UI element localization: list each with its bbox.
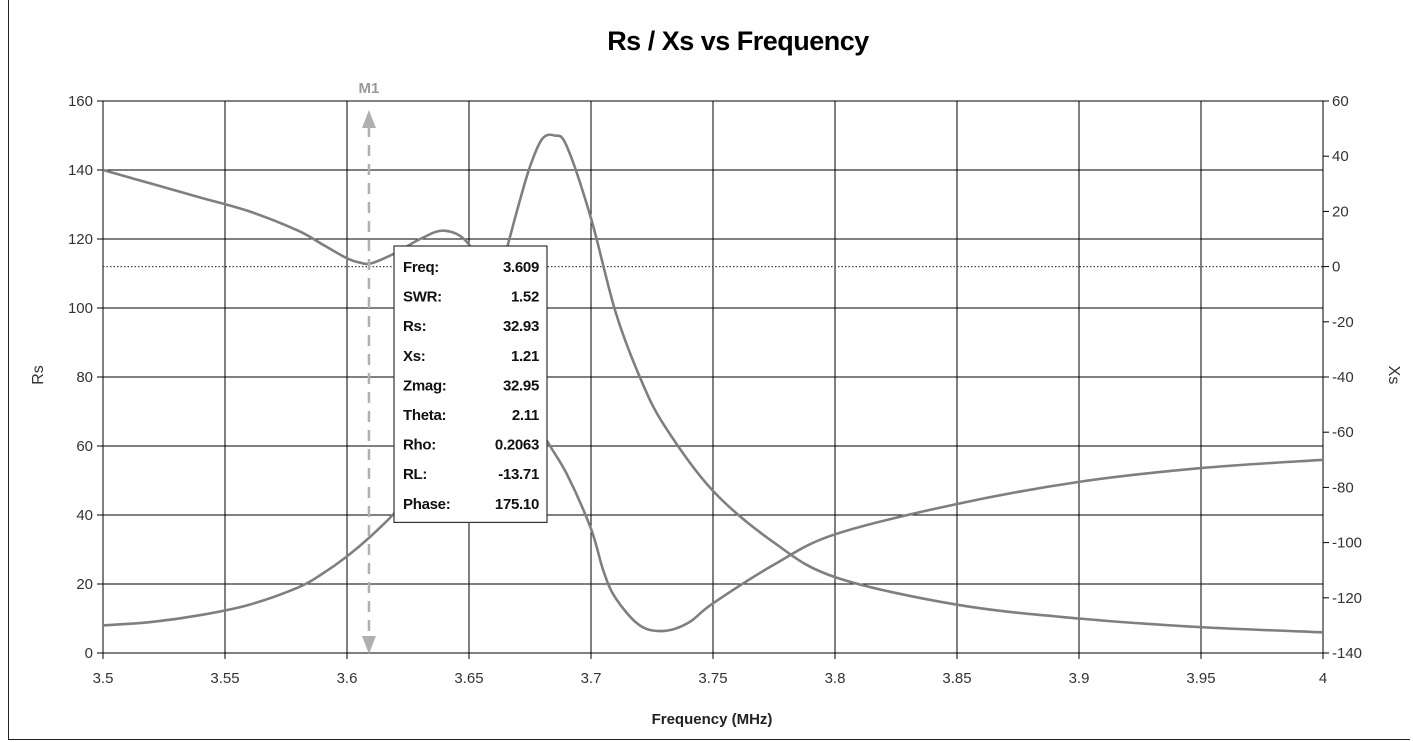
y-left-tick-label: 20 <box>76 576 93 593</box>
y-right-tick-label: 20 <box>1332 203 1349 220</box>
x-axis-label: Frequency (MHz) <box>652 711 773 728</box>
readout-label: Xs: <box>403 348 425 365</box>
x-tick-label: 3.65 <box>454 670 483 687</box>
y-axis-left-label: Rs <box>30 365 47 385</box>
x-tick-label: 3.75 <box>698 670 727 687</box>
y-right-tick-label: -140 <box>1332 645 1362 662</box>
y-right-tick-label: -100 <box>1332 535 1362 552</box>
x-tick-label: 3.7 <box>581 670 602 687</box>
x-tick-label: 3.95 <box>1186 670 1215 687</box>
readout-value: 32.93 <box>503 318 539 335</box>
y-right-tick-label: -60 <box>1332 424 1354 441</box>
readout-label: Rho: <box>403 437 436 454</box>
readout-value: 2.11 <box>512 407 539 424</box>
x-tick-label: 4 <box>1319 670 1327 687</box>
readout-label: Theta: <box>403 407 446 424</box>
readout-value: 175.10 <box>495 496 539 513</box>
readout-label: SWR: <box>403 289 442 306</box>
y-right-tick-label: -20 <box>1332 314 1354 331</box>
y-left-tick-label: 80 <box>76 369 93 386</box>
y-right-tick-label: -120 <box>1332 590 1362 607</box>
series-line-rs <box>102 133 1324 634</box>
readout-value: 1.52 <box>511 289 539 306</box>
marker-readout-box <box>393 245 548 523</box>
y-axis-right-label: Xs <box>1385 366 1402 385</box>
y-right-tick-label: 0 <box>1332 259 1340 276</box>
x-tick-label: 3.9 <box>1069 670 1090 687</box>
y-right-tick-label: -80 <box>1332 479 1354 496</box>
grid <box>97 100 1329 659</box>
chart-title: Rs / Xs vs Frequency <box>607 26 869 56</box>
x-tick-label: 3.55 <box>210 670 239 687</box>
y-right-tick-label: 60 <box>1332 93 1349 110</box>
y-left-tick-label: 160 <box>68 93 93 110</box>
y-right-tick-label: -40 <box>1332 369 1354 386</box>
y-left-tick-label: 140 <box>68 162 93 179</box>
tick-labels: 3.5 3.55 3.6 3.65 3.7 3.75 3.8 3.85 3.9 3.95 40204… <box>68 93 1362 687</box>
y-left-tick-label: 60 <box>76 438 93 455</box>
readout-label: Rs: <box>403 318 426 335</box>
readout-value: 32.95 <box>503 377 539 394</box>
series-line-xs <box>102 168 1324 633</box>
readout-label: Freq: <box>403 259 439 276</box>
readout-value: 1.21 <box>511 348 539 365</box>
readout-value: 0.2063 <box>495 437 539 454</box>
x-tick-label: 3.5 <box>93 670 114 687</box>
y-left-tick-label: 100 <box>68 300 93 317</box>
readout-label: Zmag: <box>403 377 447 394</box>
marker-up-arrow <box>361 110 376 128</box>
y-left-tick-label: 0 <box>85 645 93 662</box>
chart-frame <box>8 0 1410 740</box>
marker-down-arrow <box>361 636 376 654</box>
readout-label: RL: <box>403 466 427 483</box>
series-layer <box>102 133 1324 634</box>
y-right-tick-label: 40 <box>1332 148 1349 165</box>
readout-value: 3.609 <box>503 259 539 276</box>
x-tick-label: 3.8 <box>825 670 846 687</box>
marker-m1[interactable]: M1 Freq: 3.609 SWR: 1.52 Rs: 32.93 Xs: 1.21 Zmag:… <box>359 80 548 654</box>
x-tick-label: 3.6 <box>337 670 358 687</box>
y-left-tick-label: 40 <box>76 507 93 524</box>
readout-value: -13.71 <box>498 466 539 483</box>
x-tick-label: 3.85 <box>942 670 971 687</box>
readout-label: Phase: <box>403 496 450 513</box>
y-left-tick-label: 120 <box>68 231 93 248</box>
marker-label: M1 <box>359 80 380 97</box>
